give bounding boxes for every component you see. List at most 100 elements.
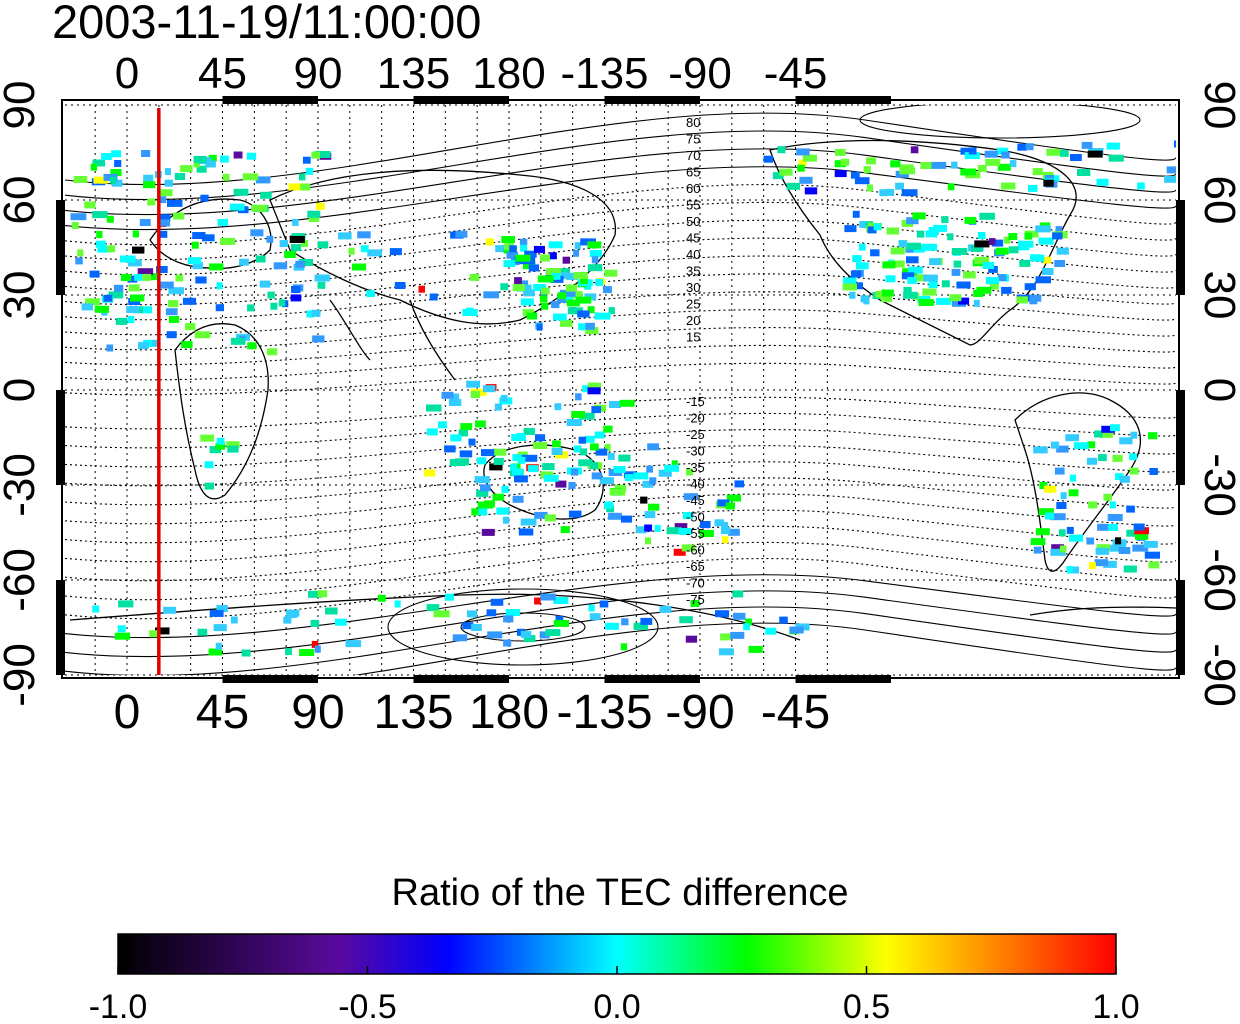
- tec-cell: [174, 173, 186, 180]
- tec-cell: [574, 242, 581, 250]
- tec-cell: [1066, 566, 1073, 573]
- tec-cell: [290, 611, 298, 619]
- tec-cell: [1065, 434, 1080, 442]
- tec-cell: [500, 283, 509, 291]
- tec-cell: [734, 480, 745, 488]
- tec-cell: [317, 590, 328, 598]
- tec-cell: [139, 219, 151, 226]
- tec-cell: [1098, 454, 1107, 462]
- tec-cell: [654, 524, 661, 532]
- tec-cell: [1115, 473, 1124, 481]
- tec-cell: [141, 306, 153, 314]
- tec-cell: [1051, 544, 1064, 552]
- tec-cell: [155, 627, 170, 635]
- tec-cell: [348, 247, 355, 255]
- tec-cell: [573, 249, 580, 257]
- contour-label: -20: [686, 411, 705, 426]
- tec-cell: [1164, 175, 1176, 183]
- tec-cell: [279, 240, 288, 248]
- tec-cell: [1054, 260, 1065, 267]
- tec-cell: [786, 182, 800, 190]
- tec-cell: [537, 275, 554, 283]
- tec-cell: [503, 615, 514, 623]
- contour-label: 20: [686, 313, 700, 328]
- tec-cell: [1035, 528, 1050, 536]
- x-tick-top: 0: [115, 49, 139, 98]
- tec-cell: [520, 298, 534, 306]
- tec-cell: [1009, 160, 1017, 168]
- tec-cell: [501, 485, 509, 493]
- tec-cell: [642, 480, 654, 488]
- tec-cell: [1088, 562, 1096, 569]
- tec-cell: [156, 266, 168, 273]
- tec-cell: [859, 221, 866, 228]
- tec-cell: [765, 627, 777, 635]
- tec-cell: [973, 299, 980, 307]
- tec-cell: [960, 168, 976, 176]
- tec-cell: [143, 174, 154, 182]
- tec-cell: [216, 282, 223, 290]
- tec-cell: [71, 222, 79, 229]
- tec-cell: [541, 302, 549, 310]
- tec-cell: [906, 256, 919, 264]
- tec-cell: [114, 160, 122, 167]
- tec-cell: [94, 305, 109, 313]
- tec-cell: [1088, 501, 1098, 509]
- tec-cell: [317, 281, 326, 289]
- tec-cell: [462, 622, 474, 630]
- tec-cell: [903, 286, 912, 294]
- tec-cell: [220, 237, 236, 245]
- tec-cell: [166, 331, 177, 339]
- tec-cell: [916, 230, 925, 238]
- tec-cell: [560, 319, 573, 327]
- tec-cell: [963, 271, 976, 279]
- tec-cell: [389, 248, 402, 256]
- tec-cell: [1132, 544, 1149, 552]
- tec-cell: [288, 183, 305, 191]
- tec-cell: [1073, 442, 1089, 450]
- tec-cell: [922, 288, 937, 296]
- tec-cell: [575, 296, 592, 304]
- tec-cell: [1038, 508, 1054, 516]
- tec-cell: [577, 310, 590, 318]
- tec-cell: [659, 605, 672, 613]
- x-tick-top: -135: [560, 49, 648, 98]
- tec-cell: [1126, 529, 1141, 537]
- tec-cell: [259, 280, 271, 288]
- tec-cell: [227, 445, 239, 453]
- tec-cell: [132, 246, 145, 254]
- tec-cell: [534, 597, 541, 605]
- tec-cell: [127, 275, 138, 283]
- tec-cell: [678, 528, 692, 535]
- tec-cell: [635, 526, 647, 534]
- tec-cell: [1060, 149, 1069, 157]
- tec-cell: [1024, 283, 1036, 291]
- tec-cell: [246, 152, 257, 160]
- tec-cell: [215, 642, 222, 650]
- tec-cell: [989, 282, 999, 290]
- tec-cell: [536, 323, 543, 331]
- tec-cell: [283, 616, 292, 624]
- tec-cell: [164, 179, 173, 187]
- contour-label: -45: [686, 493, 705, 508]
- tec-cell: [515, 254, 531, 262]
- tec-cell: [1033, 546, 1042, 554]
- tec-cell: [1000, 182, 1016, 190]
- tec-cell: [858, 243, 866, 251]
- tec-cell: [568, 482, 576, 489]
- tec-cell: [1008, 246, 1019, 254]
- x-tick-bottom: 0: [114, 686, 141, 739]
- tec-cell: [1173, 140, 1176, 148]
- tec-cell: [720, 527, 731, 535]
- tec-cell: [180, 165, 193, 173]
- tec-cell: [1049, 513, 1066, 521]
- tec-cell: [325, 607, 338, 615]
- tec-cell: [1054, 467, 1065, 475]
- tec-cell: [474, 476, 490, 484]
- tec-cell: [951, 268, 961, 276]
- tec-cell: [553, 597, 569, 604]
- tec-cell: [554, 268, 570, 276]
- x-tick-bottom: 90: [291, 686, 344, 739]
- tec-cell: [196, 165, 207, 173]
- tec-cell: [470, 391, 481, 398]
